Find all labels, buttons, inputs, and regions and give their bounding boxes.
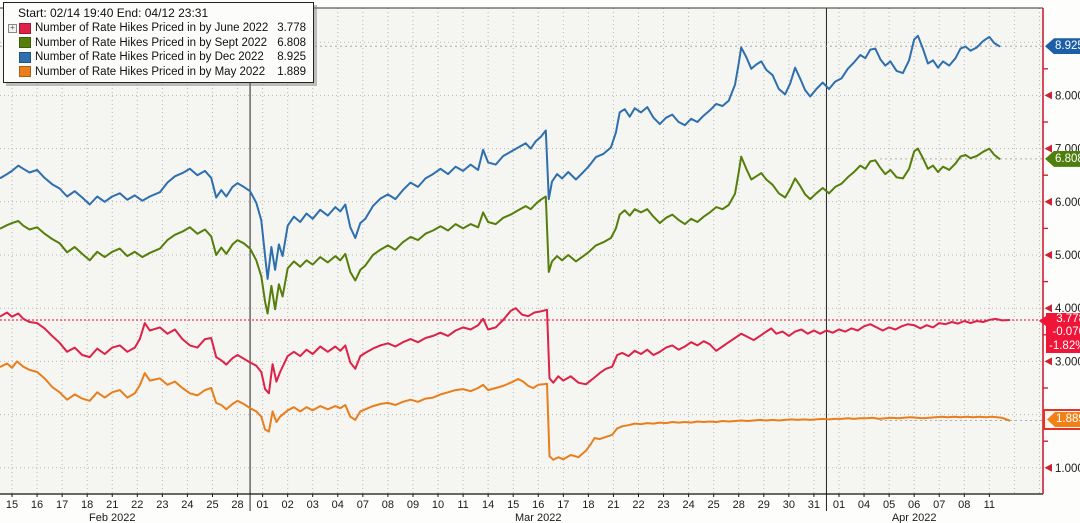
month-label: Apr 2022 <box>892 512 937 523</box>
series-swatch-dec <box>19 51 31 63</box>
legend-label: Number of Rate Hikes Priced in by May 20… <box>35 65 266 78</box>
y-tick-arrow-icon <box>1044 463 1052 472</box>
x-tick-label: 06 <box>908 499 920 511</box>
x-tick-label: 17 <box>557 499 569 511</box>
x-tick-label: 17 <box>56 499 68 511</box>
x-tick-label: 01 <box>256 499 268 511</box>
y-tick-arrow-icon <box>1044 144 1052 153</box>
y-tick-label: 1.000 <box>1055 463 1080 475</box>
x-tick-label: 28 <box>733 499 745 511</box>
last-price-badge-sept-2022: 6.808 <box>1045 150 1080 167</box>
legend-label: Number of Rate Hikes Priced in by Dec 20… <box>35 51 264 64</box>
y-tick-arrow-icon <box>1044 357 1052 366</box>
legend-item-june-2022[interactable]: + Number of Rate Hikes Priced in by June… <box>8 21 308 36</box>
pct-change: -1.82% <box>1049 339 1080 352</box>
x-tick-label: 23 <box>657 499 669 511</box>
x-tick-label: 16 <box>31 499 43 511</box>
series-swatch-june <box>19 22 31 34</box>
x-tick-label: 15 <box>507 499 519 511</box>
expand-icon[interactable]: + <box>8 23 17 33</box>
y-tick-arrow-icon <box>1044 197 1052 206</box>
x-tick-label: 09 <box>407 499 419 511</box>
legend-box: Start: 02/14 19:40 End: 04/12 23:31 + Nu… <box>3 2 314 83</box>
legend-label: Number of Rate Hikes Priced in by June 2… <box>35 22 269 35</box>
x-tick-label: 24 <box>181 499 193 511</box>
x-tick-label: 22 <box>632 499 644 511</box>
x-tick-label: 07 <box>933 499 945 511</box>
y-tick-arrow-icon <box>1044 91 1052 100</box>
series-swatch-sept <box>19 37 31 49</box>
series-line-dec-2022 <box>0 34 1001 280</box>
x-tick-label: 04 <box>858 499 870 511</box>
expand-slot: + <box>8 23 19 33</box>
x-tick-label: 18 <box>582 499 594 511</box>
last-price-badge-june-2022: 3.778 -0.070 -1.82% <box>1039 312 1080 353</box>
y-tick-label: 8.000 <box>1055 90 1080 102</box>
x-tick-label: 23 <box>156 499 168 511</box>
series-line-sept-2022 <box>0 147 1001 315</box>
y-tick-arrow-icon <box>1044 251 1052 259</box>
x-tick-label: 28 <box>231 499 243 511</box>
x-tick-label: 10 <box>432 499 444 511</box>
series-swatch-may <box>19 66 31 78</box>
legend-label: Number of Rate Hikes Priced in by Sept 2… <box>35 36 268 49</box>
y-tick-arrow-icon <box>1044 304 1052 313</box>
legend-item-dec-2022[interactable]: Number of Rate Hikes Priced in by Dec 20… <box>8 50 308 65</box>
last-price-badge-may-2022-alert: 1.889 <box>1043 409 1080 430</box>
x-tick-label: 03 <box>307 499 319 511</box>
legend-value: 6.808 <box>277 36 306 49</box>
x-tick-label: 01 <box>833 499 845 511</box>
x-tick-label: 25 <box>708 499 720 511</box>
last-value: 3.778 <box>1056 312 1080 325</box>
x-tick-label: 31 <box>808 499 820 511</box>
x-tick-label: 04 <box>332 499 344 511</box>
x-tick-label: 07 <box>357 499 369 511</box>
y-tick-label: 6.000 <box>1055 197 1080 209</box>
x-tick-label: 24 <box>682 499 694 511</box>
x-tick-label: 02 <box>282 499 294 511</box>
y-tick-label: 5.000 <box>1055 250 1080 262</box>
legend-value: 3.778 <box>277 22 306 35</box>
series-line-may-2022 <box>0 360 1011 461</box>
badge-arrow-icon <box>1039 315 1046 326</box>
x-tick-label: 08 <box>382 499 394 511</box>
legend-value: 8.925 <box>277 51 306 64</box>
month-label: Mar 2022 <box>515 512 561 523</box>
plot-area <box>0 8 1043 494</box>
x-tick-label: 18 <box>81 499 93 511</box>
x-tick-label: 21 <box>106 499 118 511</box>
x-tick-label: 25 <box>206 499 218 511</box>
x-tick-label: 05 <box>883 499 895 511</box>
x-tick-label: 14 <box>482 499 494 511</box>
last-price-badge-dec-2022: 8.925 <box>1045 38 1080 55</box>
legend-value: 1.889 <box>277 65 306 78</box>
x-tick-label: 16 <box>532 499 544 511</box>
net-change: -0.070 <box>1052 326 1080 338</box>
legend-item-may-2022[interactable]: Number of Rate Hikes Priced in by May 20… <box>8 65 308 80</box>
x-tick-label: 11 <box>984 499 995 511</box>
y-tick-label: 3.000 <box>1055 356 1080 368</box>
legend-item-sept-2022[interactable]: Number of Rate Hikes Priced in by Sept 2… <box>8 36 308 51</box>
legend-title: Start: 02/14 19:40 End: 04/12 23:31 <box>18 6 209 20</box>
x-tick-label: 08 <box>958 499 970 511</box>
x-tick-label: 22 <box>131 499 143 511</box>
x-tick-label: 11 <box>457 499 468 511</box>
y-tick-label: 4.000 <box>1055 303 1080 315</box>
series-line-june-2022 <box>0 307 1011 395</box>
x-tick-label: 29 <box>758 499 770 511</box>
x-tick-label: 21 <box>607 499 619 511</box>
month-label: Feb 2022 <box>89 512 135 523</box>
last-price-badge-may-2022: 1.889 <box>1047 412 1080 427</box>
x-tick-label: 30 <box>783 499 795 511</box>
x-tick-label: 15 <box>6 499 18 511</box>
